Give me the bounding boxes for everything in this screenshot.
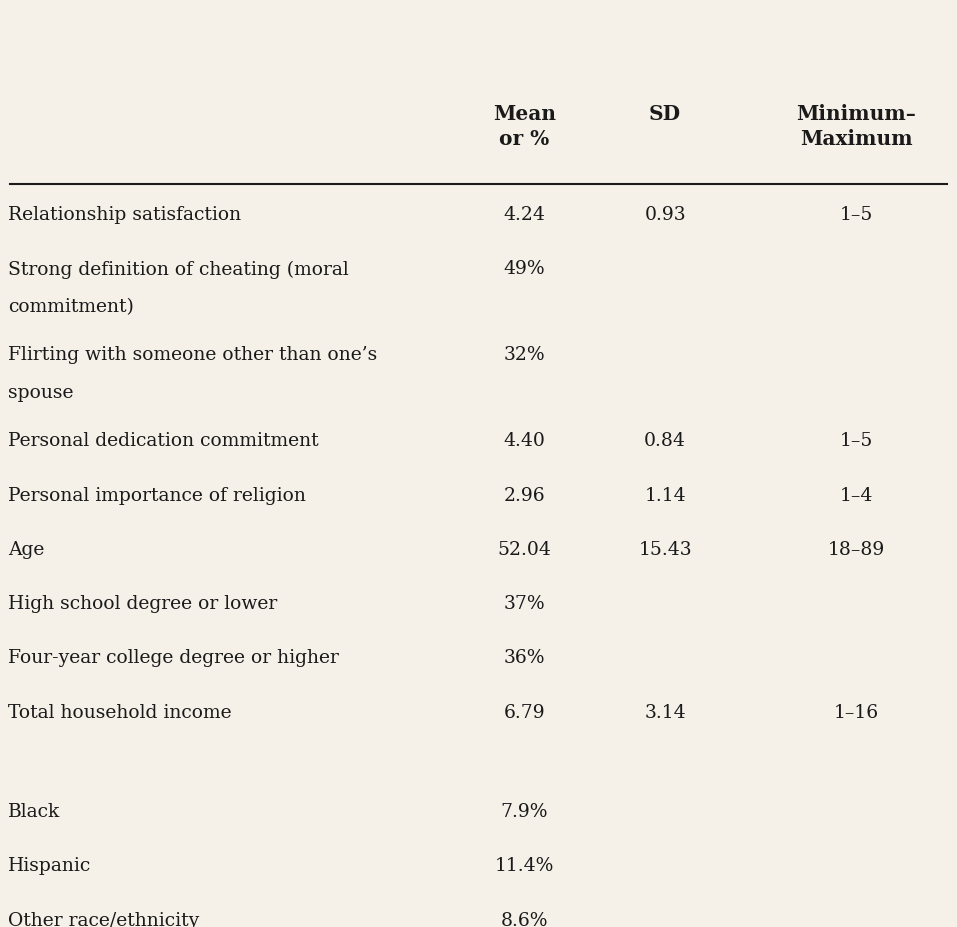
Text: 8.6%: 8.6%: [501, 910, 548, 927]
Text: High school degree or lower: High school degree or lower: [8, 594, 277, 613]
Text: Flirting with someone other than one’s: Flirting with someone other than one’s: [8, 346, 377, 364]
Text: spouse: spouse: [8, 384, 73, 402]
Text: SD: SD: [649, 104, 681, 124]
Text: 32%: 32%: [503, 346, 545, 364]
Text: Other race/ethnicity: Other race/ethnicity: [8, 910, 199, 927]
Text: 7.9%: 7.9%: [501, 802, 548, 820]
Text: 1–4: 1–4: [840, 486, 873, 504]
Text: 52.04: 52.04: [498, 540, 551, 558]
Text: Personal importance of religion: Personal importance of religion: [8, 486, 305, 504]
Text: 6.79: 6.79: [503, 703, 545, 721]
Text: Four-year college degree or higher: Four-year college degree or higher: [8, 649, 339, 667]
Text: 0.93: 0.93: [644, 206, 686, 224]
Text: 1–5: 1–5: [840, 432, 873, 450]
Text: 15.43: 15.43: [638, 540, 692, 558]
Text: 37%: 37%: [503, 594, 545, 613]
Text: Minimum–
Maximum: Minimum– Maximum: [796, 104, 917, 148]
Text: 1–16: 1–16: [834, 703, 879, 721]
Text: 18–89: 18–89: [828, 540, 885, 558]
Text: 2.96: 2.96: [503, 486, 545, 504]
Text: Hispanic: Hispanic: [8, 857, 91, 874]
Text: Strong definition of cheating (moral: Strong definition of cheating (moral: [8, 260, 348, 278]
Text: 4.24: 4.24: [503, 206, 545, 224]
Text: Mean
or %: Mean or %: [493, 104, 556, 148]
Text: 36%: 36%: [503, 649, 545, 667]
Text: commitment): commitment): [8, 298, 134, 316]
Text: Black: Black: [8, 802, 60, 820]
Text: Age: Age: [8, 540, 44, 558]
Text: Relationship satisfaction: Relationship satisfaction: [8, 206, 241, 224]
Text: Total household income: Total household income: [8, 703, 232, 721]
Text: 11.4%: 11.4%: [495, 857, 554, 874]
Text: 3.14: 3.14: [644, 703, 686, 721]
Text: 1–5: 1–5: [840, 206, 873, 224]
Text: 1.14: 1.14: [644, 486, 686, 504]
Text: 49%: 49%: [503, 260, 545, 278]
Text: 0.84: 0.84: [644, 432, 686, 450]
Text: Personal dedication commitment: Personal dedication commitment: [8, 432, 319, 450]
Text: 4.40: 4.40: [503, 432, 545, 450]
